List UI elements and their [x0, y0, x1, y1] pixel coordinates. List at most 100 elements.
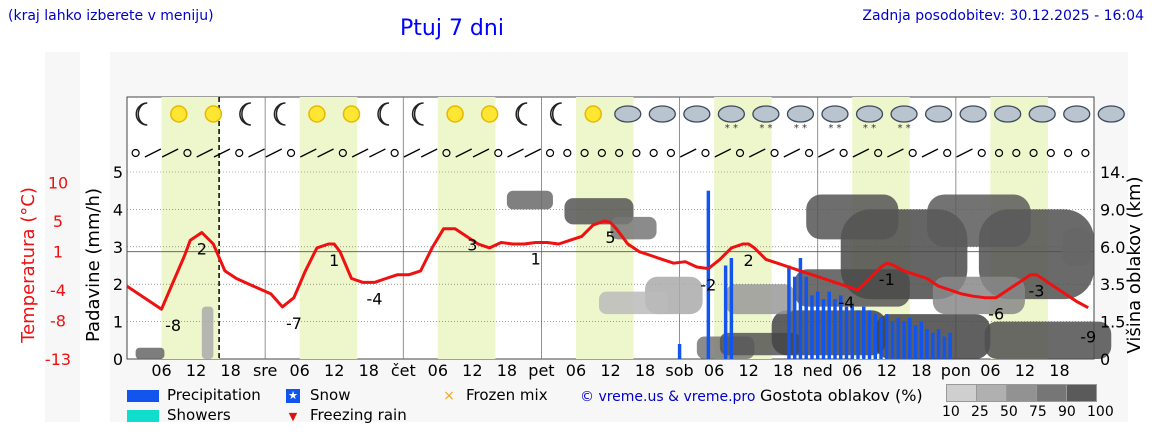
x-tick-label: 18	[1049, 361, 1069, 380]
calm-wind-marker	[183, 148, 192, 158]
wind-barb	[369, 148, 386, 158]
cloud-density-patch	[135, 347, 165, 359]
cloud-density-patch	[927, 194, 1031, 247]
precip-bar	[885, 314, 889, 359]
precip-bar	[677, 344, 682, 359]
wind-barb	[196, 148, 213, 158]
calm-wind-marker	[615, 148, 624, 158]
legend-snow: ★ Snow	[286, 386, 350, 404]
x-tick-label: 12	[738, 361, 758, 380]
density-level-label: 10	[942, 404, 960, 420]
x-tick-label: 06	[842, 361, 862, 380]
precip-bar	[942, 336, 947, 359]
wind-barb	[248, 148, 265, 158]
precip-swatch	[127, 389, 159, 402]
sun-icon	[480, 105, 499, 123]
precip-bar	[925, 329, 929, 359]
temperature-tick: -8	[50, 312, 66, 331]
precip-bar	[919, 321, 924, 359]
temperature-tick: 1	[53, 243, 63, 262]
cloud-icon	[614, 105, 642, 123]
precip-bar	[839, 295, 843, 359]
calm-wind-marker	[839, 148, 848, 158]
temperature-label: -7	[286, 314, 302, 333]
wind-barb	[524, 148, 542, 158]
calm-wind-marker	[908, 148, 917, 158]
density-labels: 10 25 50 75 90 100	[942, 402, 1114, 420]
precip-tick: 2	[113, 275, 123, 294]
legend-snow-label: Snow	[310, 386, 351, 404]
wind-barb	[956, 148, 973, 158]
cloud-density-patch	[610, 216, 657, 240]
calm-wind-marker	[632, 148, 641, 158]
precip-bar	[896, 317, 901, 359]
calm-wind-marker	[563, 148, 572, 158]
precip-bar	[908, 317, 912, 359]
cloud-density-patch	[201, 306, 214, 359]
x-tick-label: 18	[220, 361, 240, 380]
wind-barb	[351, 148, 369, 158]
x-tick-label: sre	[253, 361, 277, 380]
temperature-label: -6	[988, 305, 1004, 324]
legend-showers-label: Showers	[167, 406, 231, 424]
temperature-tick: 5	[53, 212, 63, 231]
cloud-icon	[1028, 105, 1056, 123]
calm-wind-marker	[1081, 148, 1090, 158]
temperature-label: 3	[467, 236, 477, 255]
calm-wind-marker	[286, 148, 296, 158]
sun-icon	[170, 105, 188, 123]
density-swatch	[1007, 384, 1037, 402]
wind-barb	[714, 148, 732, 158]
cloud-density-patch	[984, 321, 1112, 359]
x-tick-label: 12	[877, 361, 897, 380]
moon-icon	[239, 102, 251, 126]
temperature-axis-label: Temperatura (°C)	[18, 187, 39, 344]
temperature-label: 2	[744, 251, 754, 270]
temperature-tick: -13	[45, 350, 71, 369]
wind-barb	[455, 148, 473, 158]
precip-bar	[827, 291, 831, 359]
calm-wind-marker	[874, 148, 883, 158]
density-level-label: 90	[1058, 404, 1076, 420]
precip-bar	[931, 332, 935, 359]
precip-bar	[867, 310, 872, 359]
precip-tick: 5	[113, 163, 123, 182]
x-tick-label: 06	[151, 361, 171, 380]
cloud-icon	[786, 105, 815, 123]
calm-wind-marker	[545, 148, 555, 158]
precip-bar	[844, 306, 849, 359]
moon-icon	[550, 102, 562, 126]
copyright: © vreme.us & vreme.pro	[580, 389, 756, 405]
precip-bar	[810, 295, 814, 359]
precip-bar	[821, 299, 826, 359]
density-swatch	[946, 384, 977, 402]
x-tick-label: 18	[773, 361, 793, 380]
cloud-icon	[924, 105, 953, 123]
wind-barb	[213, 148, 231, 158]
wind-barb	[818, 148, 835, 158]
temperature-label: -1	[879, 270, 895, 289]
temperature-line	[126, 219, 1089, 311]
calm-wind-marker	[649, 148, 658, 158]
temperature-label: -3	[1028, 282, 1044, 301]
left-axis-panel	[45, 52, 80, 422]
precip-bar	[850, 302, 854, 359]
calm-wind-marker	[580, 148, 589, 158]
cloud-height-tick: 3.5	[1100, 275, 1125, 294]
cloud-height-tick: 6.0	[1100, 238, 1125, 257]
temperature-label: 2	[197, 240, 207, 259]
calm-wind-marker	[1046, 148, 1055, 158]
calm-wind-marker	[770, 148, 779, 158]
x-tick-label: 06	[980, 361, 1000, 380]
legend-precipitation: Precipitation	[127, 386, 261, 404]
x-tick-label: pon	[941, 361, 971, 380]
wind-barb	[144, 148, 162, 158]
calm-wind-marker	[1012, 148, 1021, 158]
temperature-tick: -4	[50, 281, 66, 300]
precip-bar	[862, 306, 866, 359]
density-swatch	[977, 384, 1007, 402]
calm-wind-marker	[1063, 148, 1073, 158]
location-hint: (kraj lahko izberete v meniju)	[8, 8, 214, 24]
wind-barb	[420, 148, 438, 158]
cloud-icon	[890, 105, 918, 123]
